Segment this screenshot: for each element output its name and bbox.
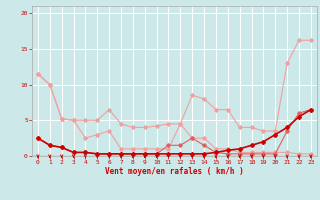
X-axis label: Vent moyen/en rafales ( km/h ): Vent moyen/en rafales ( km/h ) [105,167,244,176]
